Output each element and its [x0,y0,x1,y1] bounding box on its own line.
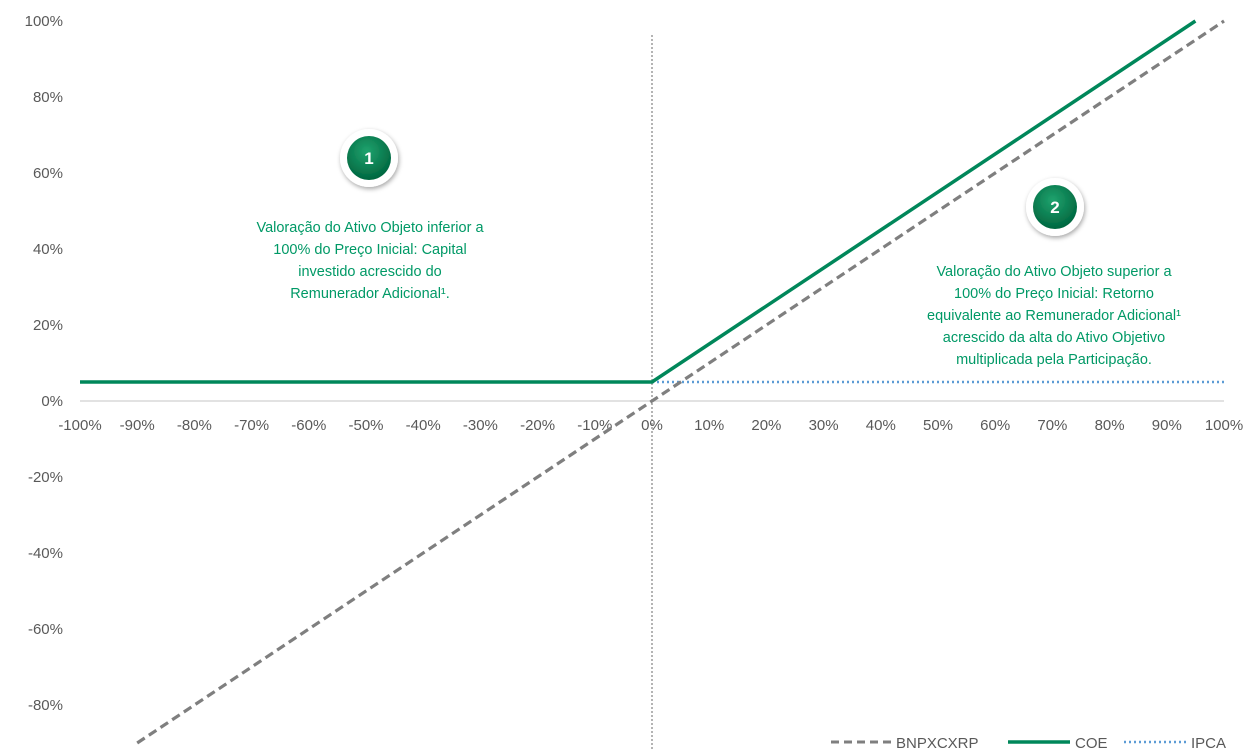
legend-label-bnpxcxrp: BNPXCXRP [896,735,979,751]
y-tick-label: 40% [33,241,63,258]
annotation-1: 1 Valoração do Ativo Objeto inferior a 1… [256,129,484,302]
x-tick-label: -80% [177,417,212,434]
y-tick-label: -20% [28,469,63,486]
x-tick-label: -90% [120,417,155,434]
x-tick-label: -20% [520,417,555,434]
y-tick-label: 80% [33,89,63,106]
x-tick-label: 20% [751,417,781,434]
y-tick-label: 60% [33,165,63,182]
legend: BNPXCXRP COE IPCA [831,735,1226,751]
x-tick-label: 70% [1037,417,1067,434]
y-tick-label: -40% [28,545,63,562]
annotation-1-line-3: investido acrescido do [298,264,441,280]
annotation-1-line-1: Valoração do Ativo Objeto inferior a [256,220,484,236]
y-tick-label: -60% [28,621,63,638]
y-tick-label: 100% [25,13,63,30]
annotation-2: 2 Valoração do Ativo Objeto superior a 1… [927,178,1181,368]
x-tick-label: -70% [234,417,269,434]
x-tick-label: -50% [348,417,383,434]
x-tick-label: 0% [641,417,663,434]
annotation-2-line-1: Valoração do Ativo Objeto superior a [936,264,1172,280]
y-tick-label: 0% [41,393,63,410]
x-tick-label: 80% [1095,417,1125,434]
series-lines [80,19,1225,745]
annotation-2-line-5: multiplicada pela Participação. [956,352,1152,368]
x-tick-label: 30% [809,417,839,434]
badge-1-number: 1 [364,149,373,168]
axes: -100% -90% -80% -70% -60% -50% -40% -30% -20% -10… [25,13,1243,751]
badge-2-number: 2 [1050,198,1059,217]
x-tick-label: 40% [866,417,896,434]
legend-label-coe: COE [1075,735,1108,751]
annotation-1-line-2: 100% do Preço Inicial: Capital [273,242,466,258]
x-tick-label: 90% [1152,417,1182,434]
x-tick-label: -40% [406,417,441,434]
annotation-1-line-4: Remunerador Adicional¹. [290,286,450,302]
x-tick-label: -10% [577,417,612,434]
x-tick-label: 10% [694,417,724,434]
annotation-2-line-2: 100% do Preço Inicial: Retorno [954,286,1154,302]
annotation-2-line-3: equivalente ao Remunerador Adicional¹ [927,308,1181,324]
x-tick-label: 50% [923,417,953,434]
series-line-bnpxcxrp [136,19,1225,745]
x-tick-label: -60% [291,417,326,434]
x-tick-label: 100% [1205,417,1243,434]
badge-2 [1026,178,1084,236]
x-tick-label: -100% [58,417,101,434]
x-tick-label: 60% [980,417,1010,434]
series-line-coe [80,19,1197,384]
y-tick-label: 20% [33,317,63,334]
x-tick-label: -30% [463,417,498,434]
legend-label-ipca: IPCA [1191,735,1226,751]
badge-1 [340,129,398,187]
annotation-2-line-4: acrescido da alta do Ativo Objetivo [943,330,1165,346]
y-tick-label: -80% [28,697,63,714]
